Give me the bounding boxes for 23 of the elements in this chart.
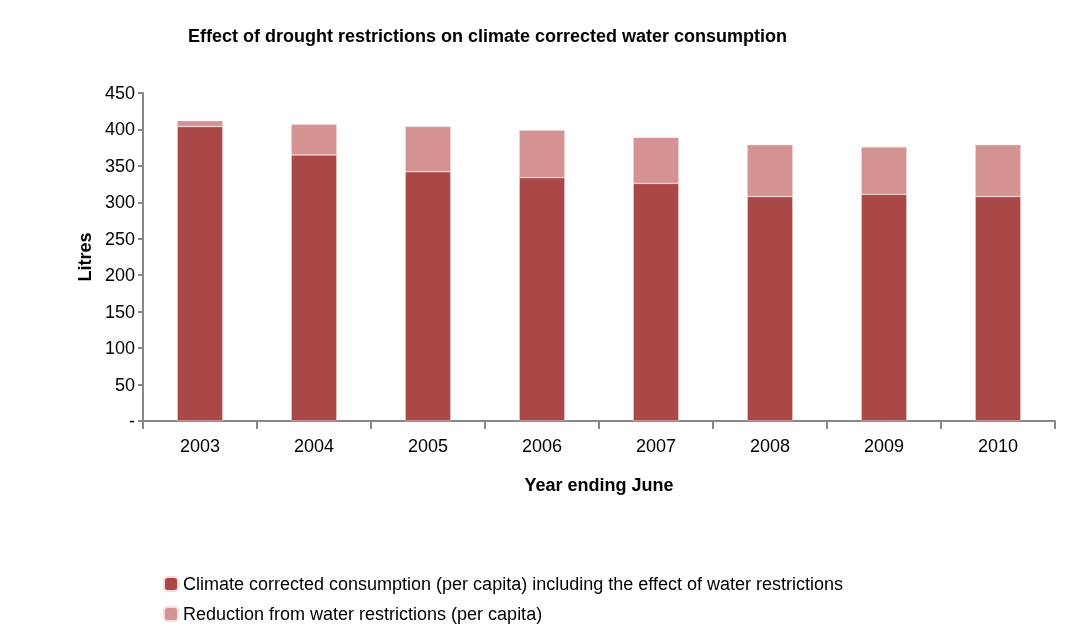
legend-label: Climate corrected consumption (per capita) including the effect of water restrictions — [183, 574, 843, 594]
y-tick-label: 150 — [104, 301, 135, 322]
x-axis-title: Year ending June — [524, 475, 674, 495]
y-tick-label: 300 — [104, 192, 135, 213]
x-tick-label: 2006 — [521, 436, 563, 456]
y-tick-label: 250 — [104, 228, 135, 249]
y-tick-label: 100 — [104, 338, 135, 359]
y-tick-label: 50 — [114, 374, 135, 395]
legend-label: Reduction from water restrictions (per capita) — [183, 604, 543, 624]
chart-title: Effect of drought restrictions on climate corrected water consumption — [188, 26, 788, 46]
y-tick-label: 400 — [104, 119, 135, 140]
y-tick-label: 350 — [104, 155, 135, 176]
x-tick-label: 2004 — [293, 436, 335, 456]
x-tick-label: 2003 — [179, 436, 221, 456]
y-tick-label: - — [129, 411, 135, 431]
y-tick-label: 200 — [104, 265, 135, 286]
x-tick-label: 2009 — [863, 436, 905, 456]
x-tick-label: 2010 — [977, 436, 1019, 456]
x-tick-label: 2008 — [749, 436, 791, 456]
y-axis-title: Litres — [75, 232, 96, 282]
x-tick-label: 2007 — [635, 436, 677, 456]
x-tick-label: 2005 — [407, 436, 449, 456]
y-tick-label: 450 — [104, 83, 135, 103]
